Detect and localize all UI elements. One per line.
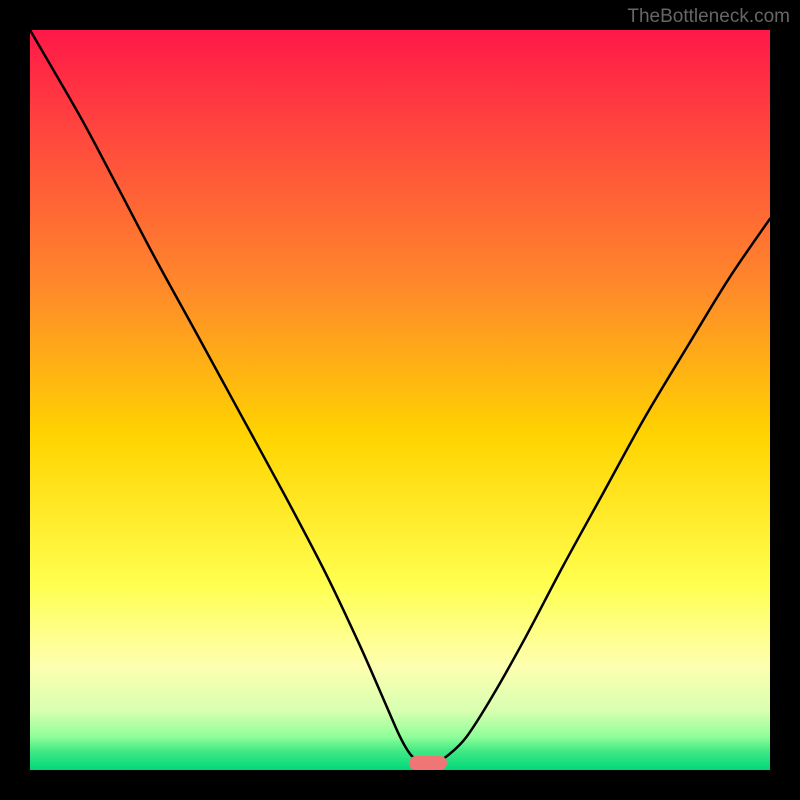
plot-area <box>30 30 770 770</box>
bottleneck-curve <box>30 30 770 770</box>
optimal-marker <box>409 756 447 770</box>
watermark-text: TheBottleneck.com <box>627 6 790 28</box>
chart-container: TheBottleneck.com <box>0 0 800 800</box>
